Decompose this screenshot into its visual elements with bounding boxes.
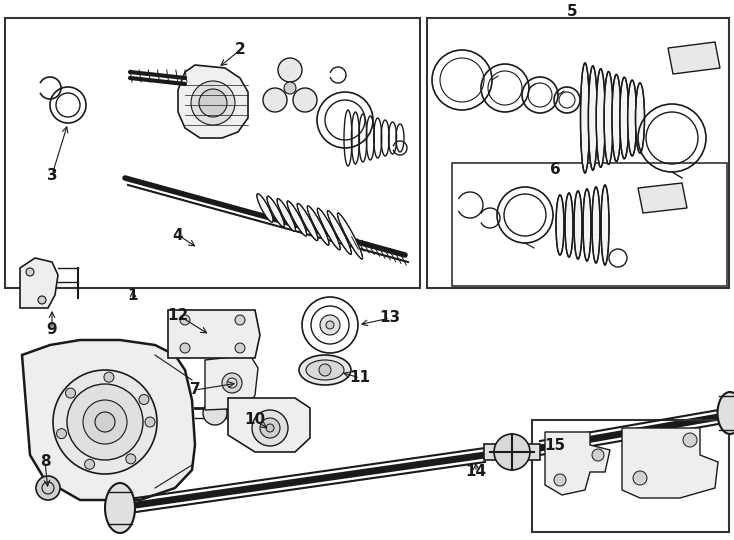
Circle shape xyxy=(235,315,245,325)
Ellipse shape xyxy=(297,204,318,241)
Ellipse shape xyxy=(583,189,591,261)
Circle shape xyxy=(180,343,190,353)
Polygon shape xyxy=(168,310,260,358)
Polygon shape xyxy=(205,355,258,410)
Circle shape xyxy=(104,372,114,382)
Ellipse shape xyxy=(604,72,613,164)
Bar xyxy=(452,163,727,286)
Ellipse shape xyxy=(338,213,363,259)
Circle shape xyxy=(494,434,530,470)
Circle shape xyxy=(683,433,697,447)
Ellipse shape xyxy=(306,360,344,380)
Circle shape xyxy=(126,454,136,464)
Circle shape xyxy=(326,321,334,329)
Text: 4: 4 xyxy=(172,227,184,242)
Circle shape xyxy=(38,296,46,304)
Polygon shape xyxy=(484,444,540,460)
Circle shape xyxy=(83,400,127,444)
Bar xyxy=(5,18,420,288)
Ellipse shape xyxy=(257,194,273,222)
Text: 5: 5 xyxy=(567,4,578,19)
Text: 6: 6 xyxy=(550,163,560,178)
Polygon shape xyxy=(228,398,310,452)
Bar xyxy=(532,420,729,532)
Circle shape xyxy=(320,315,340,335)
Bar xyxy=(427,18,729,288)
Ellipse shape xyxy=(596,69,606,167)
Circle shape xyxy=(319,364,331,376)
Circle shape xyxy=(26,268,34,276)
Ellipse shape xyxy=(592,187,600,263)
Circle shape xyxy=(266,424,274,432)
Circle shape xyxy=(203,401,227,425)
Text: 10: 10 xyxy=(244,413,266,428)
Text: 8: 8 xyxy=(40,455,51,469)
Circle shape xyxy=(84,460,95,469)
Text: 11: 11 xyxy=(349,370,371,386)
Ellipse shape xyxy=(601,185,609,265)
Text: 15: 15 xyxy=(545,437,566,453)
Circle shape xyxy=(191,81,235,125)
Circle shape xyxy=(293,88,317,112)
Ellipse shape xyxy=(287,201,307,236)
Circle shape xyxy=(633,471,647,485)
Ellipse shape xyxy=(327,211,352,254)
Polygon shape xyxy=(178,65,248,138)
Ellipse shape xyxy=(574,191,582,259)
Text: 3: 3 xyxy=(47,167,57,183)
Circle shape xyxy=(263,88,287,112)
Circle shape xyxy=(260,418,280,438)
Text: 13: 13 xyxy=(379,310,401,326)
Circle shape xyxy=(284,82,296,94)
Circle shape xyxy=(252,410,288,446)
Circle shape xyxy=(278,58,302,82)
Ellipse shape xyxy=(619,77,629,159)
Ellipse shape xyxy=(565,193,573,257)
Ellipse shape xyxy=(718,392,734,434)
Circle shape xyxy=(145,417,155,427)
Circle shape xyxy=(53,370,157,474)
Circle shape xyxy=(180,315,190,325)
Circle shape xyxy=(67,384,143,460)
Polygon shape xyxy=(668,42,720,74)
Text: 1: 1 xyxy=(128,287,138,302)
Ellipse shape xyxy=(317,208,340,250)
Circle shape xyxy=(592,449,604,461)
Ellipse shape xyxy=(299,355,351,385)
Polygon shape xyxy=(545,432,610,495)
Circle shape xyxy=(95,412,115,432)
Text: 2: 2 xyxy=(235,43,245,57)
Ellipse shape xyxy=(628,80,636,156)
Ellipse shape xyxy=(556,195,564,255)
Circle shape xyxy=(222,373,242,393)
Polygon shape xyxy=(622,428,718,498)
Circle shape xyxy=(36,476,60,500)
Polygon shape xyxy=(638,183,687,213)
Polygon shape xyxy=(22,340,195,500)
Circle shape xyxy=(554,474,566,486)
Ellipse shape xyxy=(636,83,644,153)
Ellipse shape xyxy=(581,63,589,173)
Circle shape xyxy=(65,388,76,398)
Circle shape xyxy=(235,343,245,353)
Text: 12: 12 xyxy=(167,307,189,322)
Text: 9: 9 xyxy=(47,322,57,338)
Ellipse shape xyxy=(589,66,597,170)
Circle shape xyxy=(199,89,227,117)
Text: 7: 7 xyxy=(189,382,200,397)
Ellipse shape xyxy=(612,75,621,161)
Circle shape xyxy=(57,429,67,438)
Text: 14: 14 xyxy=(465,464,487,480)
Ellipse shape xyxy=(308,206,329,245)
Polygon shape xyxy=(20,258,58,308)
Circle shape xyxy=(139,395,149,404)
Ellipse shape xyxy=(267,196,284,227)
Ellipse shape xyxy=(277,199,296,232)
Ellipse shape xyxy=(105,483,135,533)
